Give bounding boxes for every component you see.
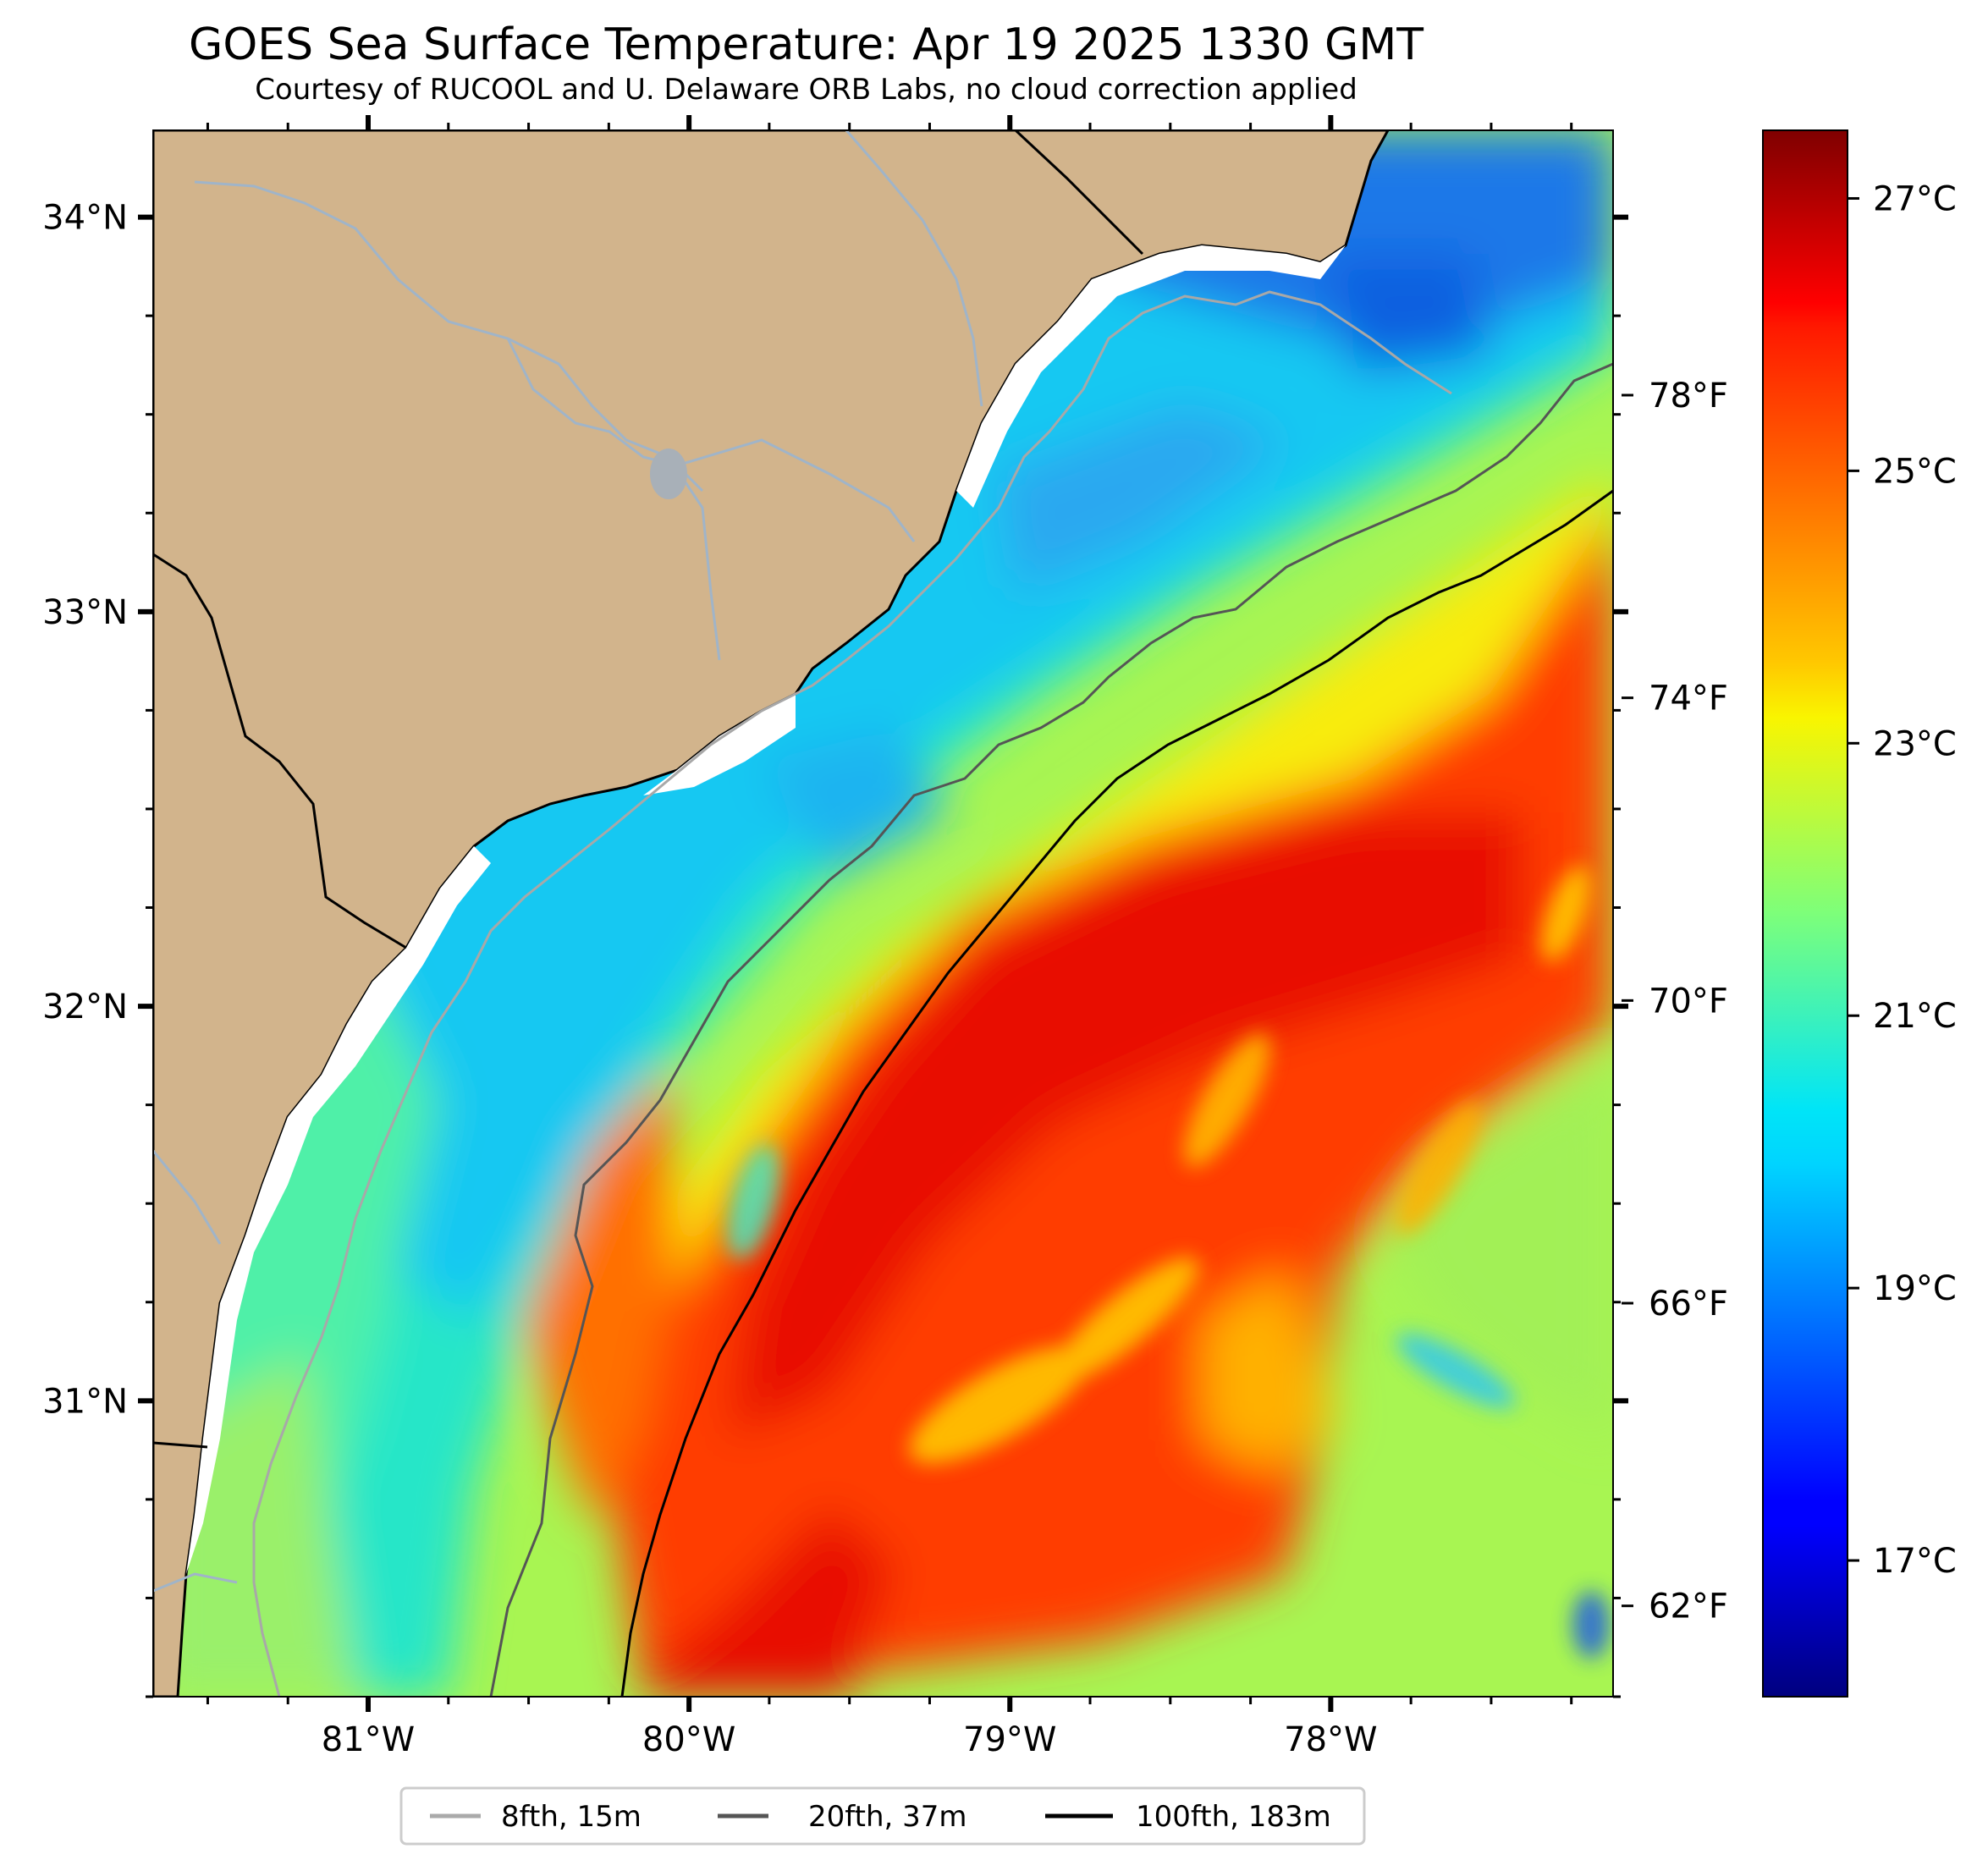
map-frame	[152, 129, 1614, 1698]
map-axis-ticks: 81°W 80°W 79°W 78°W 34°N 33°N 32°N 31°N	[42, 115, 1628, 1759]
state-boundaries	[153, 130, 1144, 1449]
legend-label-8fth: 8fth, 15m	[501, 1800, 642, 1834]
fahrenheit-tick-label: 62°F	[1649, 1588, 1728, 1626]
legend: 8fth, 15m 20fth, 37m 100fth, 183m	[399, 1786, 1366, 1846]
celsius-tick-label: 25°C	[1873, 452, 1957, 491]
rivers	[153, 130, 983, 1593]
fahrenheit-tick-label: 74°F	[1649, 680, 1728, 718]
legend-label-20fth: 20fth, 37m	[808, 1800, 967, 1834]
fahrenheit-tick-label: 70°F	[1649, 982, 1728, 1021]
lat-tick-label: 31°N	[42, 1382, 128, 1421]
lat-tick-label: 34°N	[42, 199, 128, 238]
colorbar-ticks: 27°C 25°C 23°C 21°C 19°C 17°C 78°F 74°F 70°F 66°F…	[1622, 179, 1957, 1626]
lon-tick-label: 79°W	[963, 1720, 1056, 1759]
celsius-tick-label: 27°C	[1873, 179, 1957, 218]
lat-tick-label: 32°N	[42, 988, 128, 1026]
isobaths	[252, 290, 1613, 1697]
chart-title: GOES Sea Surface Temperature: Apr 19 202…	[189, 19, 1424, 70]
legend-box	[399, 1786, 1366, 1846]
isobath-20fth	[489, 362, 1613, 1697]
lon-tick-label: 78°W	[1284, 1720, 1377, 1759]
isobath-8fth	[252, 290, 1452, 1697]
celsius-tick-label: 17°C	[1873, 1542, 1957, 1581]
legend-label-100fth: 100fth, 183m	[1136, 1800, 1331, 1834]
celsius-tick-label: 19°C	[1873, 1269, 1957, 1308]
chart-subtitle: Courtesy of RUCOOL and U. Delaware ORB L…	[255, 73, 1357, 107]
celsius-tick-label: 23°C	[1873, 724, 1957, 763]
lon-tick-label: 81°W	[322, 1720, 415, 1759]
colorbar: 27°C 25°C 23°C 21°C 19°C 17°C 78°F 74°F 70°F 66°F…	[1622, 129, 1957, 1698]
fahrenheit-tick-label: 78°F	[1649, 377, 1728, 415]
celsius-tick-label: 21°C	[1873, 997, 1957, 1036]
land-area	[153, 130, 1390, 1697]
isobath-100fth	[620, 489, 1613, 1697]
colorbar-gradient	[1762, 129, 1848, 1698]
lat-tick-label: 33°N	[42, 593, 128, 632]
fahrenheit-tick-label: 66°F	[1649, 1285, 1728, 1323]
lon-tick-label: 80°W	[642, 1720, 735, 1759]
